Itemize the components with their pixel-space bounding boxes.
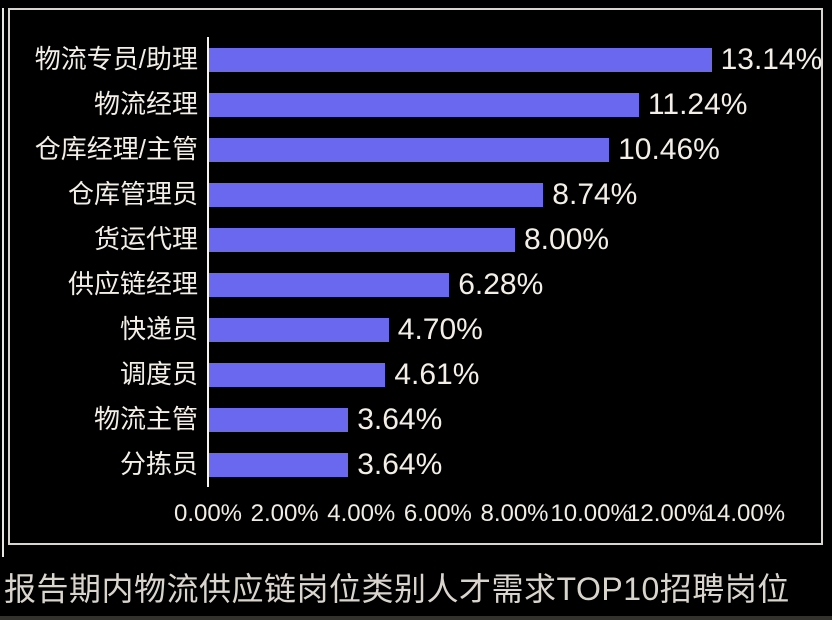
bar-zone: 10.46% [207,127,821,172]
x-axis-tick: 0.00% [173,500,243,527]
bottom-edge-strip [0,616,832,620]
value-label: 3.64% [357,447,443,481]
bar-zone: 8.74% [207,172,821,217]
value-label: 8.00% [524,222,610,256]
chart-row: 分拣员 3.64% [10,442,821,487]
chart-frame: 物流专员/助理 13.14% 物流经理 11.24% 仓库经理/主管 10.46… [8,8,823,545]
bar-zone: 6.28% [207,262,821,307]
category-label: 调度员 [119,359,198,389]
bar-zone: 11.24% [207,82,821,127]
bar-zone: 4.61% [207,352,821,397]
bar [209,317,389,342]
category-label: 快递员 [119,314,198,344]
x-axis-tick: 6.00% [403,500,472,527]
chart-row: 仓库管理员 8.74% [10,172,821,217]
bar-zone: 8.00% [207,217,821,262]
value-label: 10.46% [618,132,720,166]
category-label: 仓库管理员 [67,179,198,209]
bar [209,182,544,207]
chart-row: 物流主管 3.64% [10,397,821,442]
chart-row: 仓库经理/主管 10.46% [10,127,821,172]
bar [209,137,610,162]
chart-row: 物流专员/助理 13.14% [10,37,823,82]
value-label: 4.61% [394,357,480,391]
category-label: 货运代理 [93,224,198,254]
category-label: 仓库经理/主管 [34,134,198,164]
value-label: 4.70% [397,312,483,346]
category-label: 物流专员/助理 [34,44,198,74]
bar-zone: 3.64% [207,397,821,442]
chart-row: 货运代理 8.00% [10,217,821,262]
chart-row: 供应链经理 6.28% [10,262,821,307]
category-label: 供应链经理 [67,269,198,299]
bar [209,272,450,297]
bar [209,362,386,387]
bar [209,227,515,252]
x-axis-tick: 12.00% [627,500,709,527]
value-label: 13.14% [720,42,823,76]
bar [209,92,639,117]
x-axis-tick: 2.00% [250,500,319,527]
x-axis-tick: 14.00% [703,500,786,527]
chart-row: 调度员 4.61% [10,352,821,397]
x-axis-tick: 4.00% [327,500,396,527]
chart-row: 物流经理 11.24% [10,82,821,127]
bar [209,47,712,72]
value-label: 11.24% [647,87,748,121]
bar-zone: 13.14% [207,37,823,82]
x-axis: 0.00% 2.00% 4.00% 6.00% 8.00% 10.00% 12.00% 14.… [174,500,821,530]
x-axis-tick: 8.00% [480,500,549,527]
x-axis-tick: 10.00% [550,500,632,527]
category-label: 物流主管 [93,404,198,434]
value-label: 6.28% [458,267,544,301]
left-edge-line [2,8,4,557]
bar-zone: 4.70% [207,307,821,352]
chart-row: 快递员 4.70% [10,307,821,352]
bar [209,407,349,432]
bar-zone: 3.64% [207,442,821,487]
plot-area: 物流专员/助理 13.14% 物流经理 11.24% 仓库经理/主管 10.46… [10,37,823,487]
chart-title: 报告期内物流供应链岗位类别人才需求TOP10招聘岗位 [4,571,790,607]
category-label: 分拣员 [119,449,198,479]
value-label: 3.64% [357,402,443,436]
value-label: 8.74% [552,177,638,211]
bar [209,452,349,477]
category-label: 物流经理 [93,89,198,119]
